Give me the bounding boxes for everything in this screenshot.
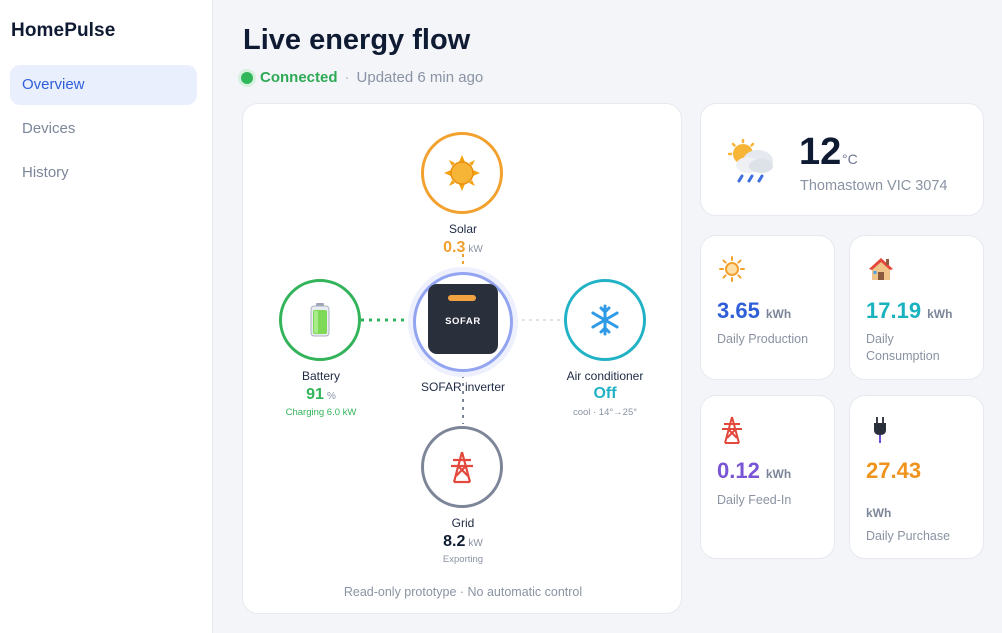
production-value: 3.65 kWh — [717, 298, 792, 323]
pylon-icon — [451, 451, 473, 484]
solar-value: 0.3 kW — [443, 239, 483, 256]
battery-label: Battery — [301, 369, 340, 383]
production-unit: kWh — [765, 307, 792, 321]
last-updated: Updated 6 min ago — [356, 69, 484, 86]
battery-value: 91% — [306, 386, 336, 403]
grid-unit: kW — [468, 538, 483, 549]
ac-mode: cool · 14°→25° — [572, 407, 638, 418]
battery-icon — [310, 303, 330, 337]
house-icon — [869, 258, 893, 280]
weather-card: 12 °C Thomastown VIC 3074 — [700, 103, 984, 216]
feedin-label: Daily Feed-In — [717, 493, 792, 507]
daily-consumption-card: 17.19 kWh Daily Consumption — [849, 235, 984, 380]
app-logo: HomePulse — [11, 20, 116, 41]
temperature-unit: °C — [842, 151, 858, 167]
grid-label: Grid — [451, 516, 475, 530]
status-separator: · — [344, 69, 350, 86]
solar-unit: kW — [468, 244, 483, 255]
inverter-icon: SOFAR — [428, 284, 498, 354]
connection-status: Connected · Updated 6 min ago — [240, 69, 483, 86]
snowflake-icon — [591, 304, 619, 336]
prototype-note: Read-only prototype · No automatic contr… — [343, 585, 583, 599]
sidebar-item-overview[interactable]: Overview — [10, 65, 197, 105]
sun-icon — [719, 256, 745, 282]
consumption-label: Daily Consumption — [866, 332, 940, 363]
purchase-value: 27.43 — [866, 458, 922, 483]
status-dot-icon — [241, 71, 253, 84]
sidebar: HomePulse Overview Devices History — [0, 0, 213, 633]
ac-label: Air conditioner — [566, 369, 644, 383]
page-title: Live energy flow — [243, 24, 471, 56]
rain-cloud-sun-icon — [728, 139, 773, 183]
grid-value: 8.2 kW — [443, 533, 483, 550]
purchase-unit: kWh — [866, 506, 892, 520]
plug-icon — [874, 417, 886, 443]
temperature-value: 12 — [799, 131, 842, 173]
feedin-unit: kWh — [765, 467, 792, 481]
energy-flow-card: Solar 0.3 kW Battery 91% Charging 6.0 kW … — [242, 103, 682, 614]
battery-node[interactable] — [279, 279, 361, 361]
sidebar-item-history[interactable]: History — [22, 164, 69, 181]
ac-value: Off — [593, 385, 617, 402]
consumption-unit: kWh — [927, 307, 953, 321]
inverter-indicator — [448, 295, 476, 301]
daily-purchase-card: 27.43 kWh Daily Purchase — [849, 395, 984, 559]
battery-status: Charging 6.0 kW — [285, 407, 357, 418]
daily-feedin-card: 0.12 kWh Daily Feed-In — [700, 395, 835, 559]
flow-connectors — [361, 254, 563, 424]
battery-unit: % — [326, 391, 336, 402]
consumption-value: 17.19 kWh — [866, 298, 953, 323]
feedin-value: 0.12 kWh — [717, 458, 792, 483]
purchase-label: Daily Purchase — [866, 529, 951, 543]
grid-status: Exporting — [442, 554, 484, 565]
sidebar-item-devices[interactable]: Devices — [22, 120, 76, 137]
inverter-label: SOFAR inverter — [420, 380, 506, 394]
status-badge: Connected — [260, 69, 338, 86]
daily-production-card: 3.65 kWh Daily Production — [700, 235, 835, 380]
solar-label: Solar — [448, 222, 477, 236]
pylon-icon — [722, 416, 742, 444]
ac-node[interactable] — [564, 279, 646, 361]
weather-location: Thomastown VIC 3074 — [800, 178, 948, 194]
sun-icon — [444, 155, 480, 191]
production-label: Daily Production — [717, 332, 809, 346]
grid-node[interactable] — [421, 426, 503, 508]
solar-node[interactable] — [421, 132, 503, 214]
inverter-brand: SOFAR — [445, 316, 481, 327]
